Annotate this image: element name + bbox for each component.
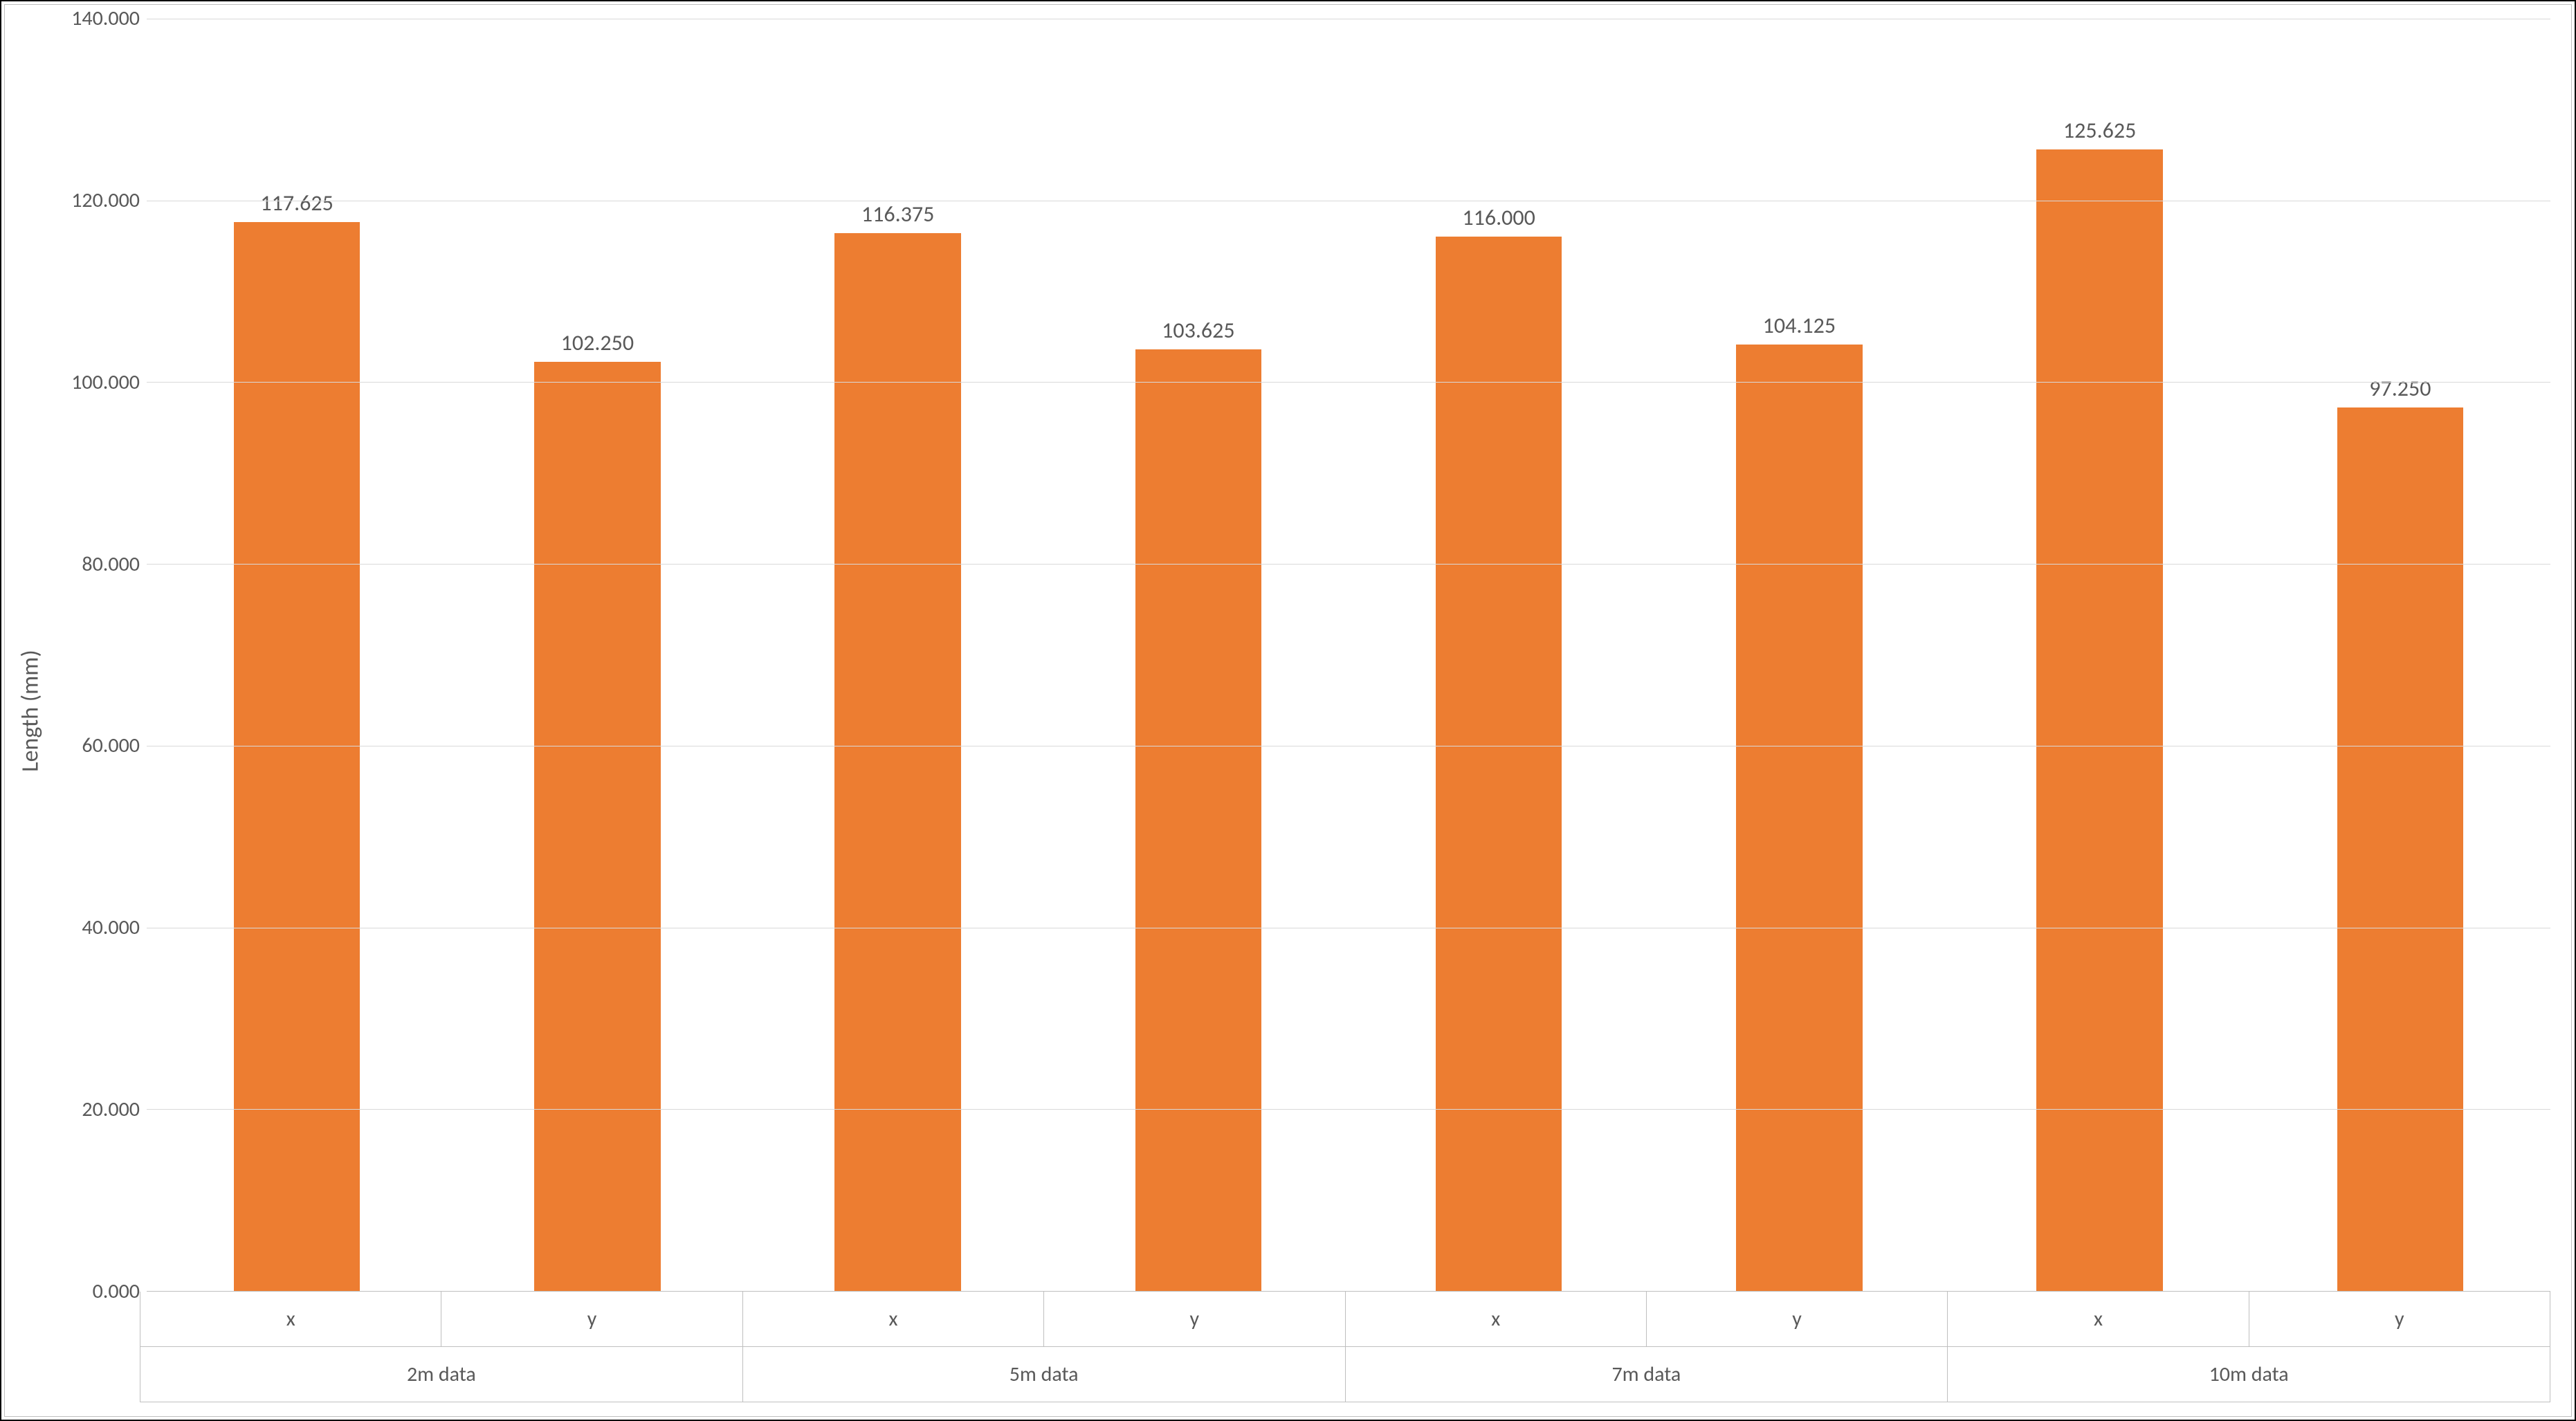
bar bbox=[1436, 237, 1562, 1291]
gridline bbox=[147, 1109, 2550, 1110]
bar-value-label: 116.000 bbox=[1462, 204, 1535, 231]
yaxis-tick-label: 20.000 bbox=[82, 1099, 140, 1120]
bar-slot: 116.000 bbox=[1349, 19, 1649, 1291]
xaxis-sub-label: x bbox=[140, 1292, 441, 1347]
bar-slot: 102.250 bbox=[447, 19, 747, 1291]
bar-slot: 103.625 bbox=[1048, 19, 1349, 1291]
xaxis-spacer bbox=[50, 1292, 140, 1402]
yaxis-tick-label: 40.000 bbox=[82, 917, 140, 938]
xaxis-sub-label: x bbox=[742, 1292, 1043, 1347]
xaxis-table: xyxyxyxy 2m data5m data7m data10m data bbox=[140, 1292, 2550, 1402]
xaxis-group-row: 2m data5m data7m data10m data bbox=[140, 1347, 2550, 1402]
yaxis-tick-label: 0.000 bbox=[93, 1281, 140, 1302]
yaxis-tick-label: 140.000 bbox=[71, 8, 140, 29]
chart-frame: Length (mm) 140.000 120.000 100.000 80.000 6… bbox=[4, 4, 2572, 1417]
bar bbox=[534, 362, 660, 1291]
bar-value-label: 125.625 bbox=[2063, 117, 2136, 144]
bar bbox=[1135, 349, 1261, 1291]
bar-value-label: 103.625 bbox=[1162, 317, 1234, 344]
xaxis-group-label: 2m data bbox=[140, 1347, 742, 1402]
bar bbox=[2036, 149, 2162, 1291]
bar-slot: 117.625 bbox=[147, 19, 447, 1291]
xaxis-sub-label: x bbox=[1345, 1292, 1646, 1347]
xaxis-sub-label: y bbox=[441, 1292, 742, 1347]
bar-value-label: 104.125 bbox=[1763, 312, 1836, 339]
bar bbox=[834, 233, 960, 1291]
bar-slot: 104.125 bbox=[1649, 19, 1949, 1291]
xaxis-group-label: 10m data bbox=[1947, 1347, 2550, 1402]
yaxis-label-column: Length (mm) bbox=[12, 19, 50, 1402]
chart-main: 140.000120.000100.00080.00060.00040.0002… bbox=[50, 19, 2550, 1402]
yaxis-label: Length (mm) bbox=[17, 650, 45, 771]
xaxis-group-label: 5m data bbox=[742, 1347, 1345, 1402]
yaxis-tick-label: 120.000 bbox=[71, 190, 140, 211]
bar-value-label: 116.375 bbox=[861, 201, 934, 228]
xaxis-sub-label: y bbox=[2249, 1292, 2550, 1347]
xaxis-sub-label: y bbox=[1646, 1292, 1947, 1347]
gridline bbox=[147, 382, 2550, 383]
outer-frame: Length (mm) 140.000 120.000 100.000 80.000 6… bbox=[0, 0, 2576, 1421]
gridline bbox=[147, 564, 2550, 565]
plot-row: 140.000120.000100.00080.00060.00040.0002… bbox=[50, 19, 2550, 1292]
yaxis-tick-label: 60.000 bbox=[82, 735, 140, 756]
xaxis-sub-row: xyxyxyxy bbox=[140, 1292, 2550, 1347]
bar-slot: 116.375 bbox=[748, 19, 1048, 1291]
plot-area: 117.625 102.250 116.375 103.625 116.000 104.1… bbox=[147, 19, 2550, 1292]
bar-slot: 97.250 bbox=[2250, 19, 2550, 1291]
xaxis-group-label: 7m data bbox=[1345, 1347, 1948, 1402]
xaxis-sub-label: y bbox=[1043, 1292, 1344, 1347]
bars-layer: 117.625 102.250 116.375 103.625 116.000 104.1… bbox=[147, 19, 2550, 1291]
yaxis-tick-label: 80.000 bbox=[82, 554, 140, 575]
xaxis-sub-label: x bbox=[1947, 1292, 2248, 1347]
bar-value-label: 117.625 bbox=[260, 190, 333, 217]
bar-slot: 125.625 bbox=[1950, 19, 2250, 1291]
bar-value-label: 97.250 bbox=[2369, 375, 2431, 402]
bar bbox=[2337, 407, 2463, 1291]
xaxis-row: xyxyxyxy 2m data5m data7m data10m data bbox=[50, 1292, 2550, 1402]
yaxis-tick-label: 100.000 bbox=[71, 372, 140, 393]
bar-value-label: 102.250 bbox=[561, 329, 634, 356]
bar bbox=[1736, 345, 1862, 1291]
yaxis-ticks: 140.000120.000100.00080.00060.00040.0002… bbox=[50, 19, 147, 1292]
